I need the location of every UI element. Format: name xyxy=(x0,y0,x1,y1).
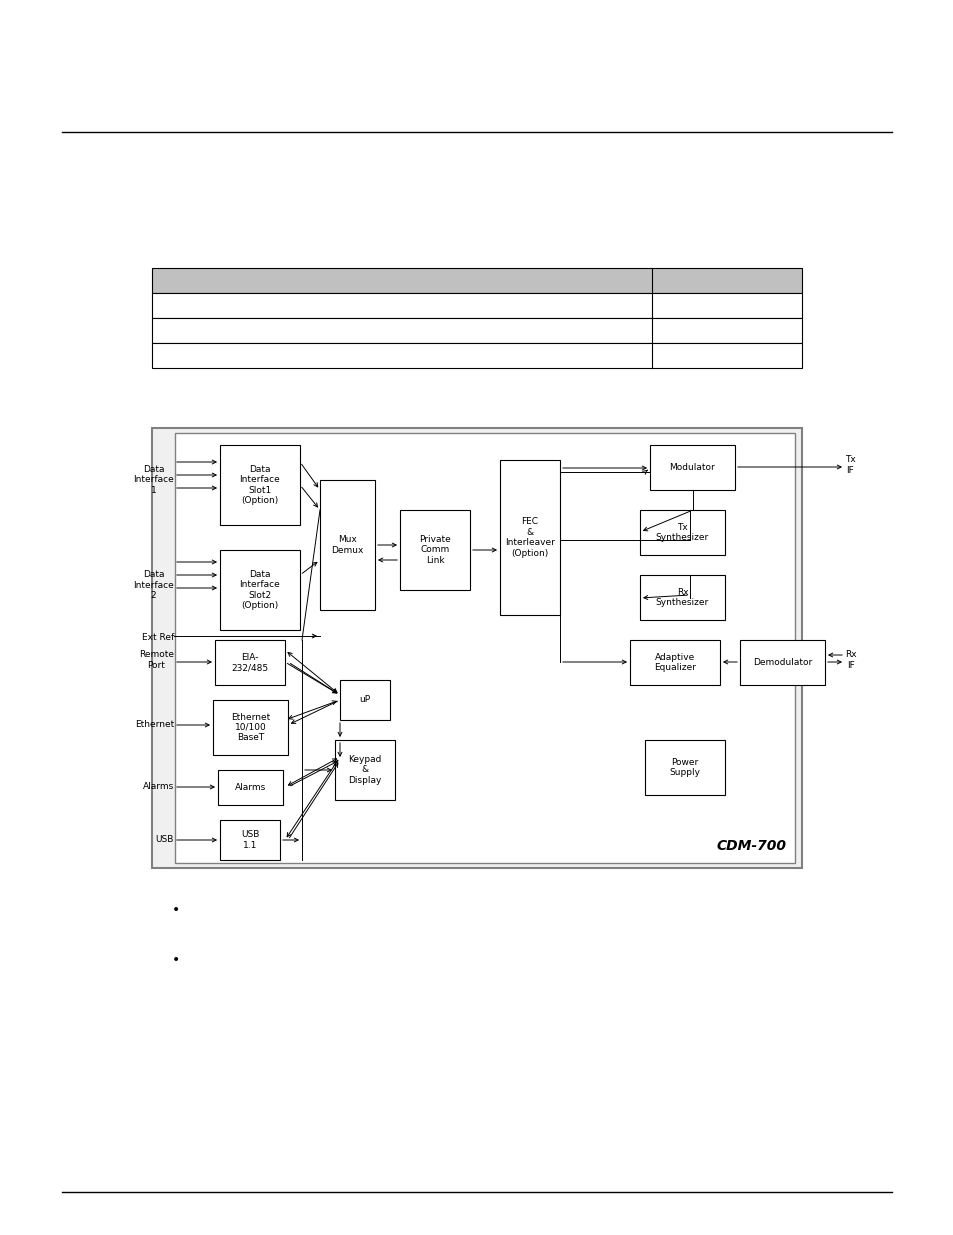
Text: Adaptive
Equalizer: Adaptive Equalizer xyxy=(654,653,696,672)
Bar xyxy=(152,429,801,868)
Text: Ethernet
10/100
BaseT: Ethernet 10/100 BaseT xyxy=(231,713,270,742)
Text: Tx
IF: Tx IF xyxy=(844,456,855,474)
Bar xyxy=(220,445,299,525)
Text: Ethernet: Ethernet xyxy=(134,720,173,730)
Text: FEC
&
Interleaver
(Option): FEC & Interleaver (Option) xyxy=(504,517,555,557)
Text: Remote
Port: Remote Port xyxy=(139,651,173,669)
Text: Data
Interface
Slot1
(Option): Data Interface Slot1 (Option) xyxy=(239,464,280,505)
Bar xyxy=(213,700,288,755)
Text: Modulator: Modulator xyxy=(669,463,715,472)
Text: EIA-
232/485: EIA- 232/485 xyxy=(232,653,269,672)
Bar xyxy=(174,433,794,863)
Bar xyxy=(152,343,801,368)
Text: •: • xyxy=(172,903,180,918)
Text: Rx
IF: Rx IF xyxy=(844,651,856,669)
Bar xyxy=(740,640,824,685)
Text: USB: USB xyxy=(155,836,173,845)
Text: Ext Ref: Ext Ref xyxy=(142,634,173,642)
Text: Rx
Synthesizer: Rx Synthesizer xyxy=(655,588,708,608)
Text: Tx
Synthesizer: Tx Synthesizer xyxy=(655,522,708,542)
Text: USB
1.1: USB 1.1 xyxy=(240,830,259,850)
Text: Power
Supply: Power Supply xyxy=(669,758,700,777)
Bar xyxy=(152,317,801,343)
Text: CDM-700: CDM-700 xyxy=(717,839,786,853)
Bar xyxy=(499,459,559,615)
Bar xyxy=(152,293,801,317)
Bar xyxy=(644,740,724,795)
Text: Alarms: Alarms xyxy=(143,783,173,792)
Text: Mux
Demux: Mux Demux xyxy=(331,535,363,555)
Bar xyxy=(319,480,375,610)
Bar xyxy=(629,640,720,685)
Bar xyxy=(220,550,299,630)
Bar xyxy=(214,640,285,685)
Text: Private
Comm
Link: Private Comm Link xyxy=(418,535,451,564)
Bar xyxy=(335,740,395,800)
Bar xyxy=(152,268,801,293)
Text: Data
Interface
2: Data Interface 2 xyxy=(133,571,173,600)
Bar xyxy=(639,510,724,555)
Text: Alarms: Alarms xyxy=(234,783,266,792)
Text: Data
Interface
1: Data Interface 1 xyxy=(133,466,173,495)
Text: Demodulator: Demodulator xyxy=(752,658,811,667)
Text: Keypad
&
Display: Keypad & Display xyxy=(348,755,381,785)
Bar xyxy=(339,680,390,720)
Bar xyxy=(649,445,734,490)
Bar xyxy=(218,769,283,805)
Bar xyxy=(639,576,724,620)
Bar xyxy=(399,510,470,590)
Bar xyxy=(220,820,280,860)
Text: •: • xyxy=(172,953,180,967)
Text: Data
Interface
Slot2
(Option): Data Interface Slot2 (Option) xyxy=(239,569,280,610)
Text: uP: uP xyxy=(359,695,370,704)
